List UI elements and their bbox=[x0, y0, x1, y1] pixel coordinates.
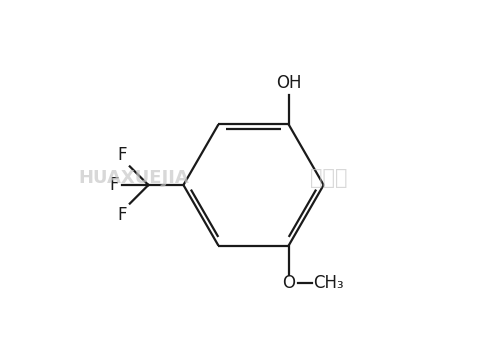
Text: F: F bbox=[117, 146, 127, 164]
Text: HUAXUEJIA: HUAXUEJIA bbox=[78, 169, 189, 187]
Text: 化学加: 化学加 bbox=[309, 168, 347, 188]
Text: OH: OH bbox=[276, 74, 301, 92]
Text: F: F bbox=[117, 206, 127, 224]
Text: O: O bbox=[282, 274, 295, 292]
Text: CH₃: CH₃ bbox=[313, 274, 344, 292]
Text: F: F bbox=[110, 176, 119, 194]
